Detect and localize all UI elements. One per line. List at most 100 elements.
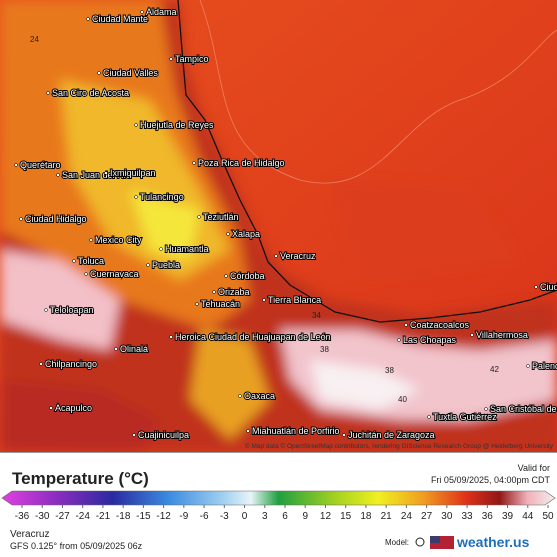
city-label: Ciudad del Carmen: [540, 282, 557, 292]
city-label: Querétaro: [20, 160, 61, 170]
tick-label: -18: [116, 511, 131, 522]
city-label: Cuernavaca: [90, 269, 139, 279]
city-dot: [72, 259, 76, 263]
tick-label: 33: [462, 511, 474, 522]
contour-label: 34: [312, 311, 321, 320]
city-dot: [39, 362, 43, 366]
city-dot: [427, 415, 431, 419]
tick-label: 27: [421, 511, 433, 522]
valid-time: Fri 05/09/2025, 04:00pm CDT: [431, 475, 551, 485]
tick-label: 15: [340, 511, 352, 522]
city-label: Las Choapas: [403, 335, 457, 345]
city-dot: [404, 323, 408, 327]
city-dot: [97, 71, 101, 75]
contour-label: 42: [490, 365, 499, 374]
tick-label: -12: [156, 511, 171, 522]
tick-label: -27: [55, 511, 70, 522]
city-dot: [470, 333, 474, 337]
city-label: Aldama: [146, 7, 177, 17]
map-credit: © Map data © OpenStreetMap contributors,…: [245, 442, 554, 450]
city-label: Teloloapan: [50, 305, 94, 315]
city-label: Miahuatlán de Porfirio: [252, 426, 340, 436]
city-label: Xalapa: [232, 229, 260, 239]
city-dot: [159, 247, 163, 251]
model-run: GFS 0.125° from 05/09/2025 06z: [10, 541, 143, 551]
tick-label: -36: [15, 511, 30, 522]
city-label: Acapulco: [55, 403, 92, 413]
contour-label: 38: [385, 366, 394, 375]
city-dot: [56, 173, 60, 177]
city-dot: [169, 57, 173, 61]
city-label: Tierra Blanca: [268, 295, 321, 305]
tick-label: -24: [75, 511, 90, 522]
city-dot: [534, 285, 538, 289]
city-dot: [104, 171, 108, 175]
tick-label: 18: [360, 511, 372, 522]
tick-label: 9: [302, 511, 308, 522]
city-dot: [146, 263, 150, 267]
city-label: Huejutla de Reyes: [140, 120, 214, 130]
contour-label: 40: [398, 395, 407, 404]
city-label: Cuajinicuilpa: [138, 430, 189, 440]
city-dot: [140, 10, 144, 14]
tick-label: -30: [35, 511, 50, 522]
city-dot: [484, 407, 488, 411]
city-label: Tampico: [175, 54, 209, 64]
city-label: Ciudad Valles: [103, 68, 158, 78]
tick-label: 36: [482, 511, 494, 522]
city-label: Veracruz: [280, 251, 316, 261]
city-label: Teziutlán: [203, 212, 239, 222]
city-label: Palenque: [532, 361, 557, 371]
city-dot: [44, 308, 48, 312]
city-dot: [134, 123, 138, 127]
city-dot: [14, 163, 18, 167]
city-label: Toluca: [78, 256, 104, 266]
city-dot: [226, 232, 230, 236]
city-label: Huamantla: [165, 244, 209, 254]
city-label: Puebla: [152, 260, 180, 270]
color-bar: [1, 490, 556, 506]
tick-label: 3: [262, 511, 268, 522]
city-dot: [46, 91, 50, 95]
city-label: Poza Rica de Hidalgo: [198, 158, 285, 168]
brand[interactable]: weather.us: [456, 534, 530, 550]
contour-label: 24: [30, 35, 39, 44]
city-dot: [89, 238, 93, 242]
tick-label: -21: [96, 511, 111, 522]
city-label: Coatzacoalcos: [410, 320, 470, 330]
tick-label: 50: [542, 511, 554, 522]
city-label: San Cristóbal de las Casas: [490, 404, 557, 414]
contour-label: 38: [320, 345, 329, 354]
city-label: Ciudad Hidalgo: [25, 214, 87, 224]
city-dot: [195, 302, 199, 306]
city-dot: [342, 433, 346, 437]
city-label: Villahermosa: [476, 330, 528, 340]
tick-label: 12: [320, 511, 332, 522]
city-label: Ixmiquilpan: [110, 168, 156, 178]
city-dot: [49, 406, 53, 410]
tick-label: 21: [381, 511, 393, 522]
city-label: Córdoba: [230, 271, 265, 281]
city-label: Juchitán de Zaragoza: [348, 430, 435, 440]
city-dot: [114, 347, 118, 351]
city-dot: [238, 394, 242, 398]
city-dot: [212, 290, 216, 294]
city-dot: [19, 217, 23, 221]
city-dot: [397, 338, 401, 342]
tick-label: 6: [282, 511, 288, 522]
search-icon: [415, 537, 425, 547]
city-label: Ciudad Mante: [92, 14, 148, 24]
valid-label: Valid for: [518, 463, 550, 473]
tick-label: 39: [502, 511, 514, 522]
city-label: Tulancingo: [140, 192, 184, 202]
location: Veracruz: [10, 529, 49, 540]
city-dot: [197, 215, 201, 219]
city-dot: [84, 272, 88, 276]
city-label: Mexico City: [95, 235, 142, 245]
city-label: Olinalá: [120, 344, 148, 354]
city-dot: [132, 433, 136, 437]
city-label: Heroica Ciudad de Huajuapan de León: [175, 332, 331, 342]
city-label: Orizaba: [218, 287, 250, 297]
city-dot: [192, 161, 196, 165]
